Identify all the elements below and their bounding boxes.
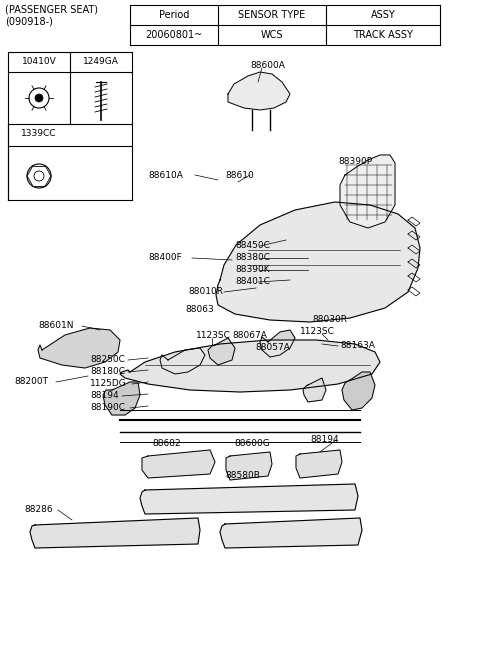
Text: 88390K: 88390K — [235, 266, 270, 274]
Polygon shape — [103, 382, 140, 415]
Polygon shape — [38, 328, 120, 368]
Text: 88380C: 88380C — [235, 253, 270, 262]
Polygon shape — [216, 202, 420, 322]
Polygon shape — [120, 340, 380, 392]
Text: 88600A: 88600A — [250, 60, 285, 70]
Text: 88400F: 88400F — [148, 253, 182, 262]
Text: 1123SC: 1123SC — [300, 327, 335, 337]
Text: 88600G: 88600G — [234, 440, 270, 449]
Text: ASSY: ASSY — [371, 10, 396, 20]
Text: 88163A: 88163A — [340, 342, 375, 350]
Text: 10410V: 10410V — [22, 58, 56, 66]
Text: 88450C: 88450C — [235, 241, 270, 251]
Text: 88610: 88610 — [225, 171, 254, 180]
Polygon shape — [342, 372, 375, 410]
Text: 88190C: 88190C — [90, 403, 125, 413]
Polygon shape — [140, 484, 358, 514]
Text: 20060801~: 20060801~ — [145, 30, 203, 40]
Text: 88250C: 88250C — [90, 356, 125, 365]
Text: 1125DG: 1125DG — [90, 380, 127, 388]
Text: 88067A: 88067A — [232, 331, 267, 340]
Text: 88010R: 88010R — [188, 287, 223, 297]
Text: Period: Period — [159, 10, 189, 20]
Circle shape — [35, 94, 43, 102]
Text: 88194: 88194 — [310, 436, 338, 445]
Polygon shape — [30, 518, 200, 548]
Polygon shape — [340, 155, 395, 228]
Polygon shape — [142, 450, 215, 478]
Polygon shape — [303, 378, 326, 402]
Text: 88390P: 88390P — [338, 157, 372, 167]
Text: 88682: 88682 — [152, 440, 180, 449]
Text: 88580B: 88580B — [225, 472, 260, 480]
Text: 88601N: 88601N — [38, 321, 73, 331]
Polygon shape — [220, 518, 362, 548]
Text: (090918-): (090918-) — [5, 16, 53, 26]
Text: 88063: 88063 — [185, 306, 214, 314]
Text: 88401C: 88401C — [235, 277, 270, 287]
Polygon shape — [160, 348, 205, 374]
Text: (PASSENGER SEAT): (PASSENGER SEAT) — [5, 5, 98, 15]
Text: 88610A: 88610A — [148, 171, 183, 180]
Text: SENSOR TYPE: SENSOR TYPE — [239, 10, 306, 20]
Polygon shape — [296, 450, 342, 478]
Polygon shape — [226, 452, 272, 480]
Text: WCS: WCS — [261, 30, 283, 40]
Text: 1249GA: 1249GA — [83, 58, 119, 66]
Polygon shape — [208, 338, 235, 365]
Text: TRACK ASSY: TRACK ASSY — [353, 30, 413, 40]
Text: 1123SC: 1123SC — [196, 331, 231, 340]
Polygon shape — [260, 330, 295, 357]
Text: 88030R: 88030R — [312, 316, 347, 325]
Polygon shape — [228, 72, 290, 110]
Text: 88180C: 88180C — [90, 367, 125, 377]
Text: 88200T: 88200T — [14, 377, 48, 386]
Text: 88286: 88286 — [24, 506, 53, 514]
Text: 88057A: 88057A — [255, 344, 290, 352]
Text: 1339CC: 1339CC — [21, 129, 57, 138]
Text: 88194: 88194 — [90, 392, 119, 401]
